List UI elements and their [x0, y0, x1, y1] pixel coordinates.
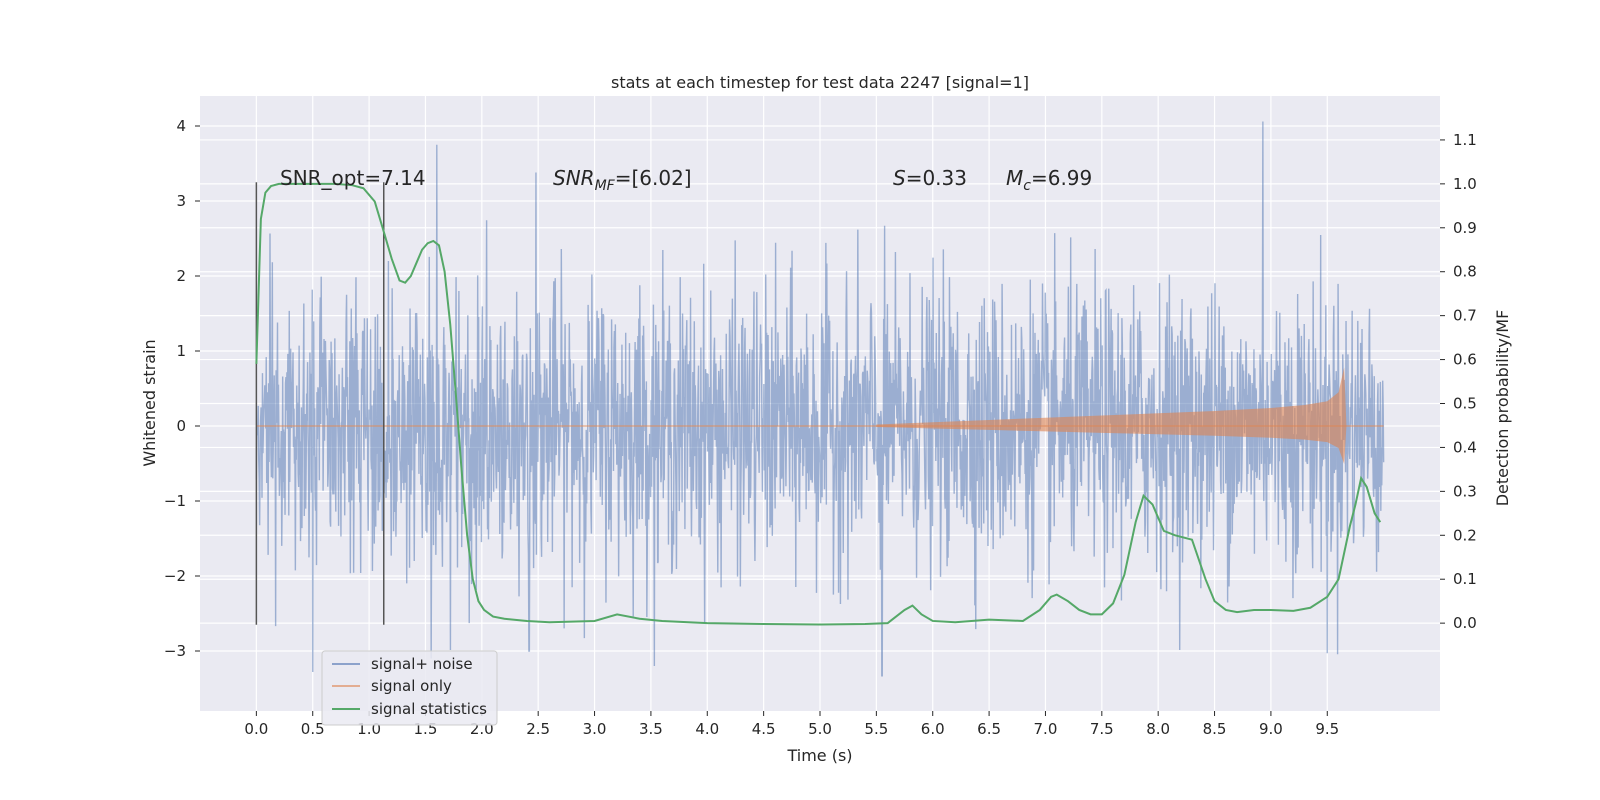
x-tick-label: 0.0 [244, 720, 268, 738]
plot-content [255, 121, 1385, 677]
x-tick-label: 3.5 [639, 720, 663, 738]
series-signal-only [876, 367, 1347, 465]
x-tick-label: 6.5 [977, 720, 1001, 738]
series-signal-noise [255, 121, 1385, 677]
y-axis-label-left: Whitened strain [140, 339, 159, 466]
y-tick-label-left: 2 [176, 267, 186, 285]
y-tick-label-right: 0.7 [1453, 307, 1477, 325]
y-tick-label-right: 1.0 [1453, 175, 1477, 193]
series-signal-statistics [255, 182, 1382, 626]
y-tick-label-left: 4 [176, 117, 186, 135]
y-tick-label-right: 0.4 [1453, 438, 1477, 456]
mc-annotation: Mc=6.99 [1006, 166, 1092, 194]
mc-subscript: c [1023, 178, 1031, 194]
y-tick-label-right: 0.2 [1453, 526, 1477, 544]
x-tick-label: 4.0 [695, 720, 719, 738]
x-tick-label: 8.5 [1203, 720, 1227, 738]
x-tick-label: 8.0 [1146, 720, 1170, 738]
y-tick-label-left: 0 [176, 417, 186, 435]
x-tick-label: 5.0 [808, 720, 832, 738]
y-tick-label-right: 0.3 [1453, 482, 1477, 500]
s-value: =0.33 [906, 166, 967, 190]
y-tick-label-right: 0.0 [1453, 614, 1477, 632]
y-tick-label-left: 3 [176, 192, 186, 210]
x-tick-label: 2.5 [526, 720, 550, 738]
snr-mf-value: =[6.02] [615, 166, 692, 190]
snr-opt-annotation: SNR_opt=7.14 [280, 166, 426, 190]
legend-label-signal-only: signal only [371, 677, 452, 695]
chart-title: stats at each timestep for test data 224… [611, 73, 1029, 92]
y-tick-label-left: −1 [164, 492, 186, 510]
x-tick-label: 3.0 [583, 720, 607, 738]
x-tick-label: 5.5 [864, 720, 888, 738]
legend-frame [321, 650, 498, 726]
y-tick-label-left: −3 [164, 642, 186, 660]
x-tick-label: 9.0 [1259, 720, 1283, 738]
x-tick-label: 4.5 [752, 720, 776, 738]
x-tick-label: 6.0 [921, 720, 945, 738]
snr-mf-subscript: MF [595, 178, 616, 194]
mc-value: =6.99 [1031, 166, 1092, 190]
s-symbol: S [893, 166, 906, 190]
snr-mf-symbol: SNR [553, 166, 595, 190]
y-axis-label-right: Detection probability/MF [1493, 310, 1512, 507]
x-tick-label: 7.5 [1090, 720, 1114, 738]
y-tick-label-left: 1 [176, 342, 186, 360]
x-tick-label: 9.5 [1315, 720, 1339, 738]
x-tick-label: 7.0 [1034, 720, 1058, 738]
y-tick-label-right: 0.6 [1453, 351, 1477, 369]
x-axis-label: Time (s) [786, 746, 852, 765]
x-tick-label: 0.5 [301, 720, 325, 738]
legend-label-signal-statistics: signal statistics [371, 700, 487, 718]
s-annotation: S=0.33 [893, 166, 967, 190]
legend-label-signal-noise: signal+ noise [371, 655, 473, 673]
y-tick-label-right: 0.1 [1453, 570, 1477, 588]
mc-symbol: M [1006, 166, 1023, 190]
legend: signal+ noise signal only signal statist… [321, 650, 498, 726]
y-tick-label-left: −2 [164, 567, 186, 585]
y-tick-label-right: 0.9 [1453, 219, 1477, 237]
y-tick-label-right: 0.5 [1453, 395, 1477, 413]
y-tick-label-right: 0.8 [1453, 263, 1477, 281]
snr-mf-annotation: SNRMF=[6.02] [553, 166, 692, 194]
axis-ticks: 0.0 0.5 1.0 1.5 2.0 2.5 3.0 3.5 4.0 4.5 5.0 5.5 6.0 6… [164, 117, 1477, 738]
y-tick-label-right: 1.1 [1453, 131, 1477, 149]
